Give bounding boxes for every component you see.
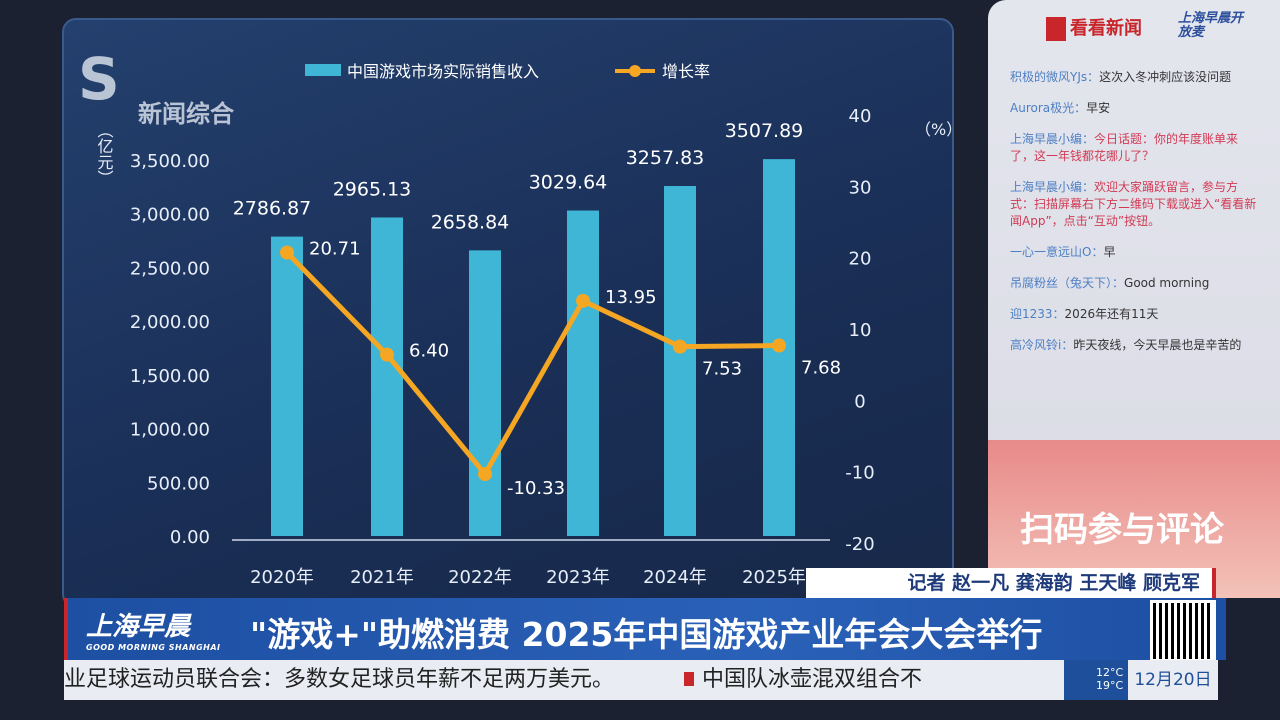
comment-item: 上海早晨小编：今日话题：你的年度账单来了，这一年钱都花哪儿了？ <box>988 131 1280 165</box>
comment-user: 上海早晨小编： <box>1010 180 1095 194</box>
x-tick: 2023年 <box>546 567 610 588</box>
show-logo: 上海早晨 GOOD MORNING SHANGHAI <box>86 612 221 652</box>
y-right-tick: 10 <box>849 320 872 341</box>
line-point <box>576 293 590 308</box>
kankan-icon <box>1046 17 1066 41</box>
comment-text: Good morning <box>1124 276 1210 290</box>
comment-panel: 看看新闻 上海早晨开放麦 积极的微风YJs：这次入冬冲刺应该没问题 Aurora极… <box>988 0 1280 440</box>
show-badge: 上海早晨开放麦 <box>1178 11 1244 41</box>
line-label: -10.33 <box>507 478 565 499</box>
line-label: 6.40 <box>409 341 449 362</box>
comment-user: 上海早晨小编： <box>1010 132 1095 146</box>
y-right-tick: 30 <box>849 177 872 198</box>
line-point <box>380 347 394 362</box>
line-point <box>478 467 492 482</box>
comment-text: 今日话题：你的年度账单来了，这一年钱都花哪儿了？ <box>1010 132 1239 163</box>
news-ticker: 业足球运动员联合会：多数女足球员年薪不足两万美元。 中国队冰壶混双组合不 <box>64 660 1064 700</box>
bar-label: 3257.83 <box>626 147 705 169</box>
bar-label: 2786.87 <box>233 198 312 220</box>
line-point <box>772 338 786 353</box>
comment-text: 这次入冬冲刺应该没问题 <box>1099 70 1232 84</box>
ticker-bullet <box>684 672 695 686</box>
y-right-tick: 0 <box>854 391 865 412</box>
comment-item: Aurora极光：早安 <box>988 100 1280 117</box>
y-right-tick: -10 <box>845 463 874 484</box>
app-logo: 看看新闻 <box>1046 14 1142 41</box>
legend-bar-swatch <box>305 64 341 76</box>
comment-user: 积极的微风YJs： <box>1010 70 1100 84</box>
y-left-tick: 2,000.00 <box>130 312 210 333</box>
channel-logo-icon: S <box>78 45 120 113</box>
y-left-tick: 0.00 <box>170 527 210 548</box>
line-label: 7.53 <box>702 359 742 380</box>
comment-text: 早 <box>1103 245 1116 259</box>
y-left-tick: 3,500.00 <box>130 151 210 172</box>
comment-user: 吊腐粉丝（兔天下）： <box>1010 276 1125 290</box>
qr-code <box>1150 600 1216 662</box>
legend-bar-label: 中国游戏市场实际销售收入 <box>347 62 539 81</box>
bar <box>664 186 696 536</box>
comment-user: 迎1233： <box>1010 307 1065 321</box>
x-tick: 2024年 <box>643 567 707 588</box>
line-point <box>673 339 687 354</box>
bar <box>469 250 501 536</box>
reporter-credit: 记者 赵一凡 龚海韵 王天峰 顾克军 <box>806 568 1216 598</box>
headline: "游戏+"助燃消费 2025年中国游戏产业年会大会举行 <box>250 615 1043 654</box>
bar <box>271 236 303 536</box>
growth-line <box>285 250 780 479</box>
comment-user: 一心一意远山O： <box>1010 245 1104 259</box>
channel-logo: S 新闻综合 <box>78 45 234 128</box>
comment-item: 吊腐粉丝（兔天下）：Good morning <box>988 275 1280 292</box>
y-left-tick: 3,000.00 <box>130 205 210 226</box>
y-left-tick: 2,500.00 <box>130 258 210 279</box>
y-left-tick: 1,500.00 <box>130 366 210 387</box>
comment-text: 2026年还有11天 <box>1064 307 1159 321</box>
date-display: 12月20日 <box>1128 660 1218 700</box>
line-label: 7.68 <box>801 358 841 379</box>
bar-label: 2965.13 <box>333 178 412 200</box>
y-left-tick: 500.00 <box>147 473 210 494</box>
comment-item: 一心一意远山O：早 <box>988 244 1280 261</box>
y-right-tick: 40 <box>849 106 872 127</box>
comment-item: 上海早晨小编：欢迎大家踊跃留言，参与方式：扫描屏幕右下方二维码下载或进入“看看新… <box>988 179 1280 230</box>
y-right-label: （%） <box>915 120 962 139</box>
line-label: 13.95 <box>605 287 657 308</box>
x-tick: 2021年 <box>350 567 414 588</box>
channel-name: 新闻综合 <box>138 100 234 128</box>
y-right-tick: 20 <box>849 249 872 270</box>
x-tick: 2022年 <box>448 567 512 588</box>
comment-user: 高冷风铃i： <box>1010 338 1074 352</box>
x-tick: 2025年 <box>742 567 806 588</box>
weather-widget: 12°C 19°C <box>1064 660 1128 700</box>
comment-text: 欢迎大家踊跃留言，参与方式：扫描屏幕右下方二维码下载或进入“看看新闻App”，点… <box>1010 180 1257 228</box>
comment-text: 早安 <box>1086 101 1111 115</box>
legend-line-label: 增长率 <box>662 62 710 81</box>
comment-item: 迎1233：2026年还有11天 <box>988 306 1280 323</box>
headline-bar: 上海早晨 GOOD MORNING SHANGHAI "游戏+"助燃消费 2025… <box>64 598 1226 660</box>
bar-label: 3507.89 <box>725 120 804 142</box>
line-point <box>280 245 294 260</box>
comment-user: Aurora极光： <box>1010 101 1087 115</box>
line-label: 20.71 <box>309 239 361 260</box>
bar-label: 2658.84 <box>431 211 510 233</box>
comment-text: 昨天夜线，今天早晨也是辛苦的 <box>1073 338 1242 352</box>
x-tick: 2020年 <box>250 567 314 588</box>
bar <box>567 210 599 537</box>
y-left-tick: 1,000.00 <box>130 420 210 441</box>
comment-item: 高冷风铃i：昨天夜线，今天早晨也是辛苦的 <box>988 337 1280 354</box>
bar-label: 3029.64 <box>529 172 608 194</box>
bar <box>371 217 403 536</box>
comment-item: 积极的微风YJs：这次入冬冲刺应该没问题 <box>988 69 1280 86</box>
y-right-tick: -20 <box>845 534 874 555</box>
display-screen <box>62 18 954 608</box>
legend-line-marker <box>629 65 641 77</box>
scan-text: 扫码参与评论 <box>1020 510 1224 550</box>
y-left-label: （亿元） <box>95 122 114 186</box>
